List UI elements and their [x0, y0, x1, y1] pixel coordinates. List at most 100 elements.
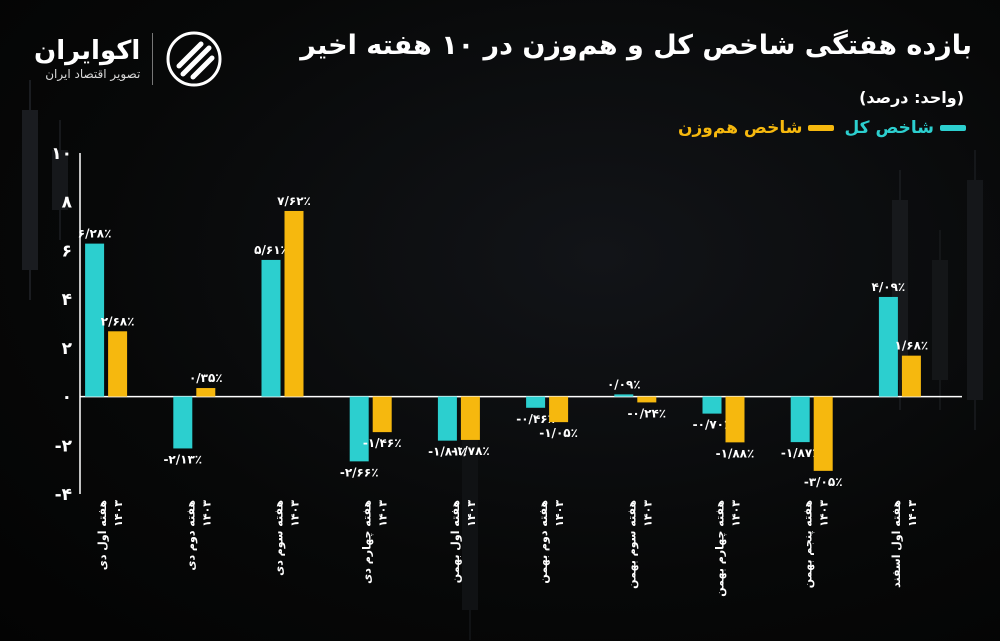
- y-tick-label: ۲: [62, 339, 73, 359]
- legend-swatch-index-total: [940, 125, 966, 131]
- data-label-index-equal: -۱/۴۶٪: [363, 436, 402, 450]
- category-label: هفته پنجم بهمن ۱۴۰۳: [802, 500, 831, 589]
- y-tick-label: ۶: [62, 241, 72, 261]
- category-label-week: هفته اول دی: [96, 500, 109, 570]
- legend-swatch-index-equal: [808, 125, 835, 131]
- brand-divider: [152, 33, 154, 85]
- category-label: هفته اول بهمن ۱۴۰۳: [449, 500, 478, 583]
- category-label: هفته دوم دی ۱۴۰۳: [184, 500, 213, 571]
- category-label-year: ۱۴۰۳: [465, 500, 478, 527]
- category-label-year: ۱۴۰۳: [553, 500, 566, 527]
- brand-text: اکوایران تصویر اقتصاد ایران: [34, 36, 140, 82]
- category-label: هفته سوم دی ۱۴۰۳: [273, 500, 302, 576]
- data-label-index-total: ۴/۰۹٪: [872, 280, 906, 294]
- bar-index-equal: [108, 331, 128, 397]
- category-label-year: ۱۴۰۳: [730, 500, 743, 527]
- data-label-index-equal: -۱/۸۸٪: [716, 446, 755, 460]
- y-tick-label: -۲: [55, 436, 73, 456]
- category-label-year: ۱۴۰۳: [906, 500, 919, 527]
- legend-label-index-equal: شاخص هم‌وزن: [678, 118, 803, 138]
- chart-title: بازده هفتگی شاخص کل و هم‌وزن در ۱۰ هفته …: [300, 30, 972, 61]
- legend: شاخص کل شاخص هم‌وزن: [678, 118, 966, 138]
- bar-index-total: [173, 396, 193, 449]
- category-label-week: هفته دوم بهمن: [537, 500, 550, 584]
- data-label-index-equal: -۳/۰۵٪: [804, 475, 843, 489]
- bar-index-equal: [725, 396, 745, 443]
- data-label-index-equal: ۲/۶۸٪: [101, 314, 135, 328]
- data-label-index-total: -۲/۱۳٪: [163, 452, 202, 466]
- category-label-year: ۱۴۰۳: [289, 500, 302, 527]
- bar-index-total: [614, 394, 634, 397]
- brand-logo: اکوایران تصویر اقتصاد ایران: [34, 30, 223, 88]
- y-tick-label: ۰: [62, 388, 72, 408]
- candle-body: [967, 180, 983, 400]
- ecoiran-swirl-icon: [166, 31, 222, 87]
- data-label-index-total: ۵/۶۱٪: [254, 243, 288, 257]
- y-tick-label: ۴: [62, 290, 72, 310]
- candle-body: [462, 440, 478, 610]
- category-label-week: هفته سوم بهمن: [625, 500, 638, 589]
- bar-index-equal: [637, 396, 657, 403]
- category-label-year: ۱۴۰۳: [377, 500, 390, 527]
- data-label-index-total: -۲/۶۶٪: [340, 465, 379, 479]
- candle-body: [22, 110, 38, 270]
- data-label-index-total: -۱/۸۱٪: [428, 445, 467, 459]
- unit-note: (واحد: درصد): [859, 88, 964, 107]
- bar-index-total: [437, 396, 457, 441]
- category-label-year: ۱۴۰۳: [818, 500, 831, 527]
- bar-index-equal: [372, 396, 392, 433]
- category-label: هفته اول دی ۱۴۰۳: [96, 500, 125, 571]
- category-label-week: هفته چهارم دی: [361, 500, 374, 584]
- category-label: هفته چهارم دی ۱۴۰۳: [361, 500, 390, 584]
- data-label-index-equal: -۱/۷۸٪: [451, 444, 490, 458]
- bar-index-equal: [901, 355, 921, 397]
- category-label-week: هفته سوم دی: [273, 500, 286, 576]
- candle-body: [52, 150, 68, 210]
- data-label-index-equal: -۱/۰۵٪: [539, 426, 578, 440]
- data-label-index-equal: ۷/۶۲٪: [277, 194, 311, 208]
- category-label-year: ۱۴۰۳: [200, 500, 213, 527]
- y-tick-label: ۱۰: [51, 144, 72, 164]
- category-label: هفته چهارم بهمن ۱۴۰۳: [714, 500, 743, 597]
- legend-label-index-total: شاخص کل: [844, 118, 934, 138]
- data-label-index-equal: -۰/۲۴٪: [627, 406, 666, 420]
- bar-index-equal: [813, 396, 833, 471]
- bar-index-total: [790, 396, 810, 443]
- data-label-index-equal: ۰/۳۵٪: [189, 371, 223, 385]
- bar-index-equal: [549, 396, 569, 423]
- brand-tagline: تصویر اقتصاد ایران: [45, 67, 141, 81]
- data-label-index-total: ۰/۰۹٪: [607, 377, 641, 391]
- legend-item-index-total: شاخص کل: [844, 118, 966, 138]
- bar-index-total: [85, 243, 105, 397]
- brand-name: اکوایران: [34, 36, 141, 66]
- data-label-index-total: ۶/۲۸٪: [78, 227, 112, 241]
- candle-body: [932, 260, 948, 380]
- category-label: هفته اول اسفند ۱۴۰۳: [890, 500, 919, 588]
- bar-index-total: [261, 259, 281, 397]
- category-label: هفته دوم بهمن ۱۴۰۳: [537, 500, 566, 584]
- data-label-index-total: -۰/۷۰٪: [693, 418, 732, 432]
- data-label-index-equal: ۱/۶۸٪: [895, 339, 929, 353]
- category-label-week: هفته پنجم بهمن: [802, 500, 815, 588]
- category-label-year: ۱۴۰۳: [641, 500, 654, 527]
- y-tick-label: ۸: [62, 193, 73, 213]
- category-label-year: ۱۴۰۳: [112, 500, 125, 527]
- bar-index-equal: [284, 210, 304, 397]
- category-label-week: هفته چهارم بهمن: [714, 500, 727, 597]
- bar-index-total: [878, 296, 898, 397]
- bar-index-total: [702, 396, 722, 414]
- bar-index-total: [349, 396, 369, 462]
- data-label-index-total: -۰/۴۶٪: [516, 412, 555, 426]
- data-label-index-total: -۱/۸۷٪: [781, 446, 820, 460]
- category-label-week: هفته دوم دی: [184, 500, 197, 571]
- legend-item-index-equal: شاخص هم‌وزن: [678, 118, 835, 138]
- y-tick-label: -۴: [55, 485, 72, 505]
- bar-index-equal: [196, 388, 216, 397]
- bar-index-equal: [460, 396, 480, 440]
- bar-index-total: [526, 396, 546, 408]
- category-label-week: هفته اول اسفند: [890, 500, 903, 588]
- category-label-week: هفته اول بهمن: [449, 500, 462, 583]
